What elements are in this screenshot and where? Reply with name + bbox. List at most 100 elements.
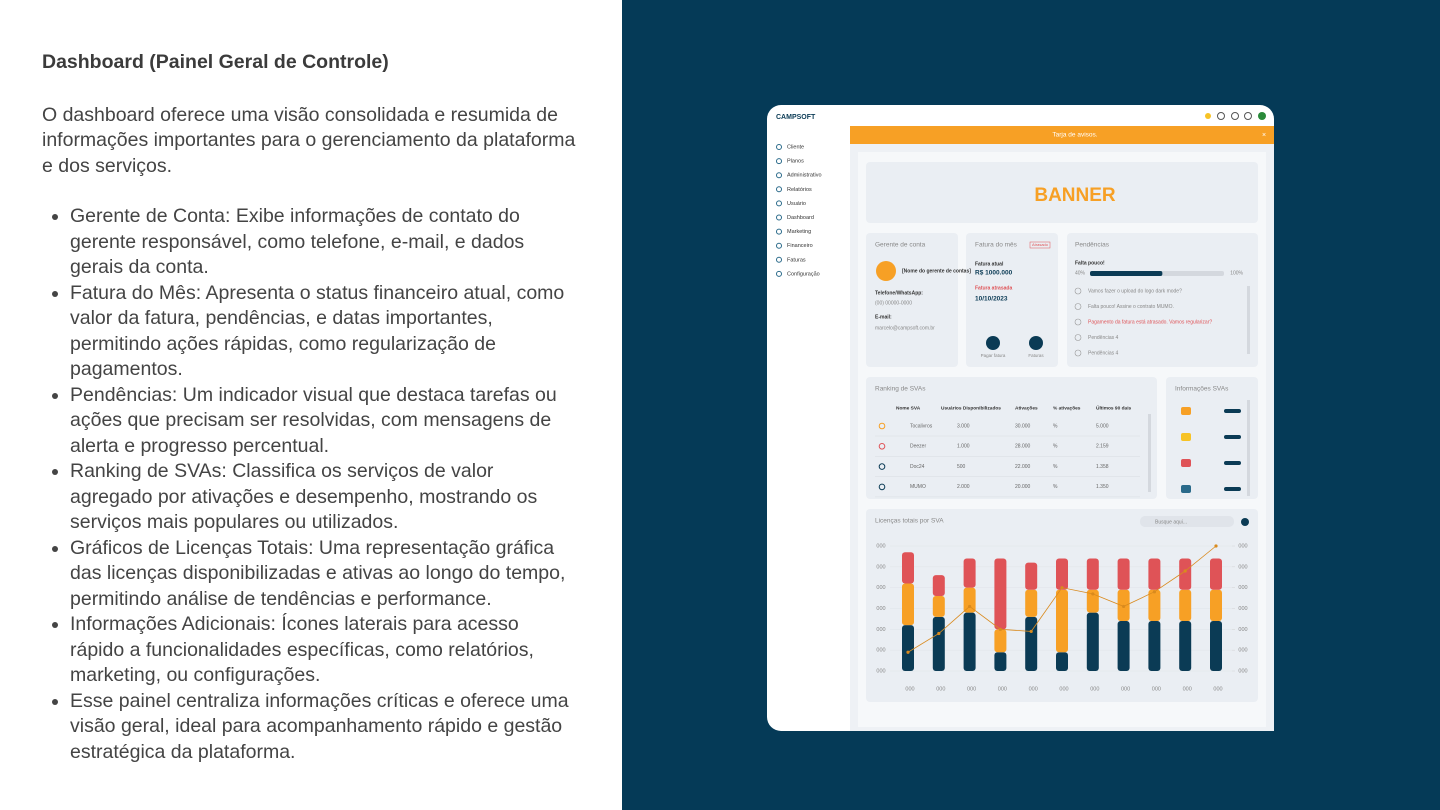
bar-segment [994, 652, 1007, 671]
y-tick-label: 000 [876, 606, 885, 612]
bar-segment [1179, 589, 1192, 621]
close-button[interactable]: × [1262, 132, 1266, 139]
pending-item: Pendências 4 [1088, 335, 1119, 341]
menu-item[interactable]: Marketing [787, 229, 811, 235]
menu-item[interactable]: Dashboard [787, 215, 814, 221]
panel [866, 377, 1157, 499]
medal [878, 483, 886, 491]
label: R$ 1000.000 [975, 270, 1013, 277]
line-point [1122, 604, 1126, 609]
line-point [1029, 629, 1033, 634]
y-tick-label: 000 [876, 585, 885, 591]
y2-tick-label: 000 [1238, 648, 1247, 654]
label: E-mail: [875, 314, 892, 320]
intro: O dashboard oferece uma visão consolidad… [42, 103, 576, 177]
info-logo [1181, 433, 1191, 441]
line-point [906, 650, 910, 654]
bar-segment [1086, 612, 1099, 671]
menu-item[interactable]: Cliente [787, 144, 804, 150]
label: 10/10/2023 [975, 296, 1008, 303]
toolbar-icon [1217, 112, 1225, 120]
action-icon [1029, 336, 1043, 350]
background [622, 0, 1440, 810]
bar-segment [1056, 558, 1068, 590]
cell: % [1053, 484, 1058, 490]
menu-item[interactable]: Configuração [787, 271, 820, 277]
toolbar-icon [1231, 112, 1239, 120]
menu-item[interactable]: Administrativo [787, 173, 822, 179]
scrollbar [1247, 400, 1250, 496]
bar-segment [1086, 558, 1099, 590]
menu-icon [776, 228, 782, 235]
label[interactable]: Pagar fatura [981, 353, 1006, 358]
y-tick-label: 000 [876, 627, 885, 633]
menu-icon [776, 200, 782, 207]
label: marcelo@campsoft.com.br [875, 325, 935, 331]
y2-tick-label: 000 [1238, 606, 1247, 612]
x-tick-label: 000 [998, 686, 1007, 692]
bullet: Ranking de SVAs: Classifica os serviços … [70, 459, 577, 536]
line-point [937, 631, 941, 636]
toolbar-icon [1205, 113, 1211, 119]
info-button [1224, 487, 1241, 491]
label: Fatura do mês [975, 242, 1018, 249]
radio [1074, 349, 1082, 357]
x-tick-label: 000 [1183, 686, 1192, 692]
panel [866, 509, 1258, 702]
line-point [1060, 586, 1064, 590]
y2-tick-label: 000 [1238, 668, 1247, 674]
label: Atrasado [1032, 242, 1049, 247]
y2-tick-label: 000 [1238, 564, 1247, 570]
cell: 500 [957, 464, 966, 470]
cell: % [1053, 444, 1058, 450]
app-window [767, 105, 1274, 731]
cell: Deezer [910, 444, 926, 450]
menu-item[interactable]: Relatórios [787, 187, 812, 193]
bar-segment [1056, 589, 1068, 653]
bar-segment [1025, 562, 1038, 590]
x-tick-label: 000 [1029, 686, 1038, 692]
bar-segment [1179, 558, 1192, 590]
bar-segment [1025, 589, 1038, 617]
slide-title: Dashboard (Painel Geral de Controle) [42, 51, 389, 73]
x-tick-label: 000 [1121, 686, 1130, 692]
pending-item: Vamos fazer o upload do logo dark mode? [1088, 288, 1182, 294]
menu-item[interactable]: Faturas [787, 257, 806, 263]
menu-icon [776, 270, 782, 277]
medal [878, 443, 886, 450]
cell: % [1053, 423, 1058, 429]
menu-item[interactable]: Usuário [787, 201, 806, 207]
cell: 2.000 [957, 484, 970, 490]
toolbar-icon [1258, 112, 1266, 120]
line-point [1183, 569, 1187, 573]
menu-icon [776, 144, 782, 150]
cell: 1.000 [957, 444, 970, 450]
column-header: Nome SVA [896, 405, 921, 411]
info-button [1224, 461, 1241, 465]
bar-segment [994, 629, 1007, 653]
label: Telefone/WhatsApp: [875, 290, 923, 296]
bullet: Informações Adicionais: Ícones laterais … [70, 612, 577, 689]
cell: MUMO [910, 484, 926, 490]
y-tick-label: 000 [876, 648, 885, 654]
bullet: Fatura do Mês: Apresenta o status financ… [70, 281, 577, 383]
cell: 30.000 [1015, 423, 1031, 429]
label[interactable]: Faturas [1028, 353, 1044, 358]
menu-item[interactable]: Financeiro [787, 243, 813, 249]
column-header: Últimos 90 dais [1096, 404, 1132, 411]
bar-segment [1086, 589, 1099, 613]
label: (00) 00000-0000 [875, 300, 912, 306]
bar-segment [1210, 621, 1222, 671]
banner-text: BANNER [1034, 185, 1116, 206]
info-button [1224, 435, 1241, 439]
bar-segment [1117, 589, 1130, 621]
cell: 20.000 [1015, 484, 1031, 490]
panel [866, 233, 958, 367]
cell: 28.000 [1015, 444, 1031, 450]
line-point [1152, 590, 1156, 594]
y2-tick-label: 000 [1238, 627, 1247, 633]
menu-item[interactable]: Planos [787, 159, 804, 165]
cell: % [1053, 464, 1058, 470]
bar-segment [902, 583, 914, 626]
